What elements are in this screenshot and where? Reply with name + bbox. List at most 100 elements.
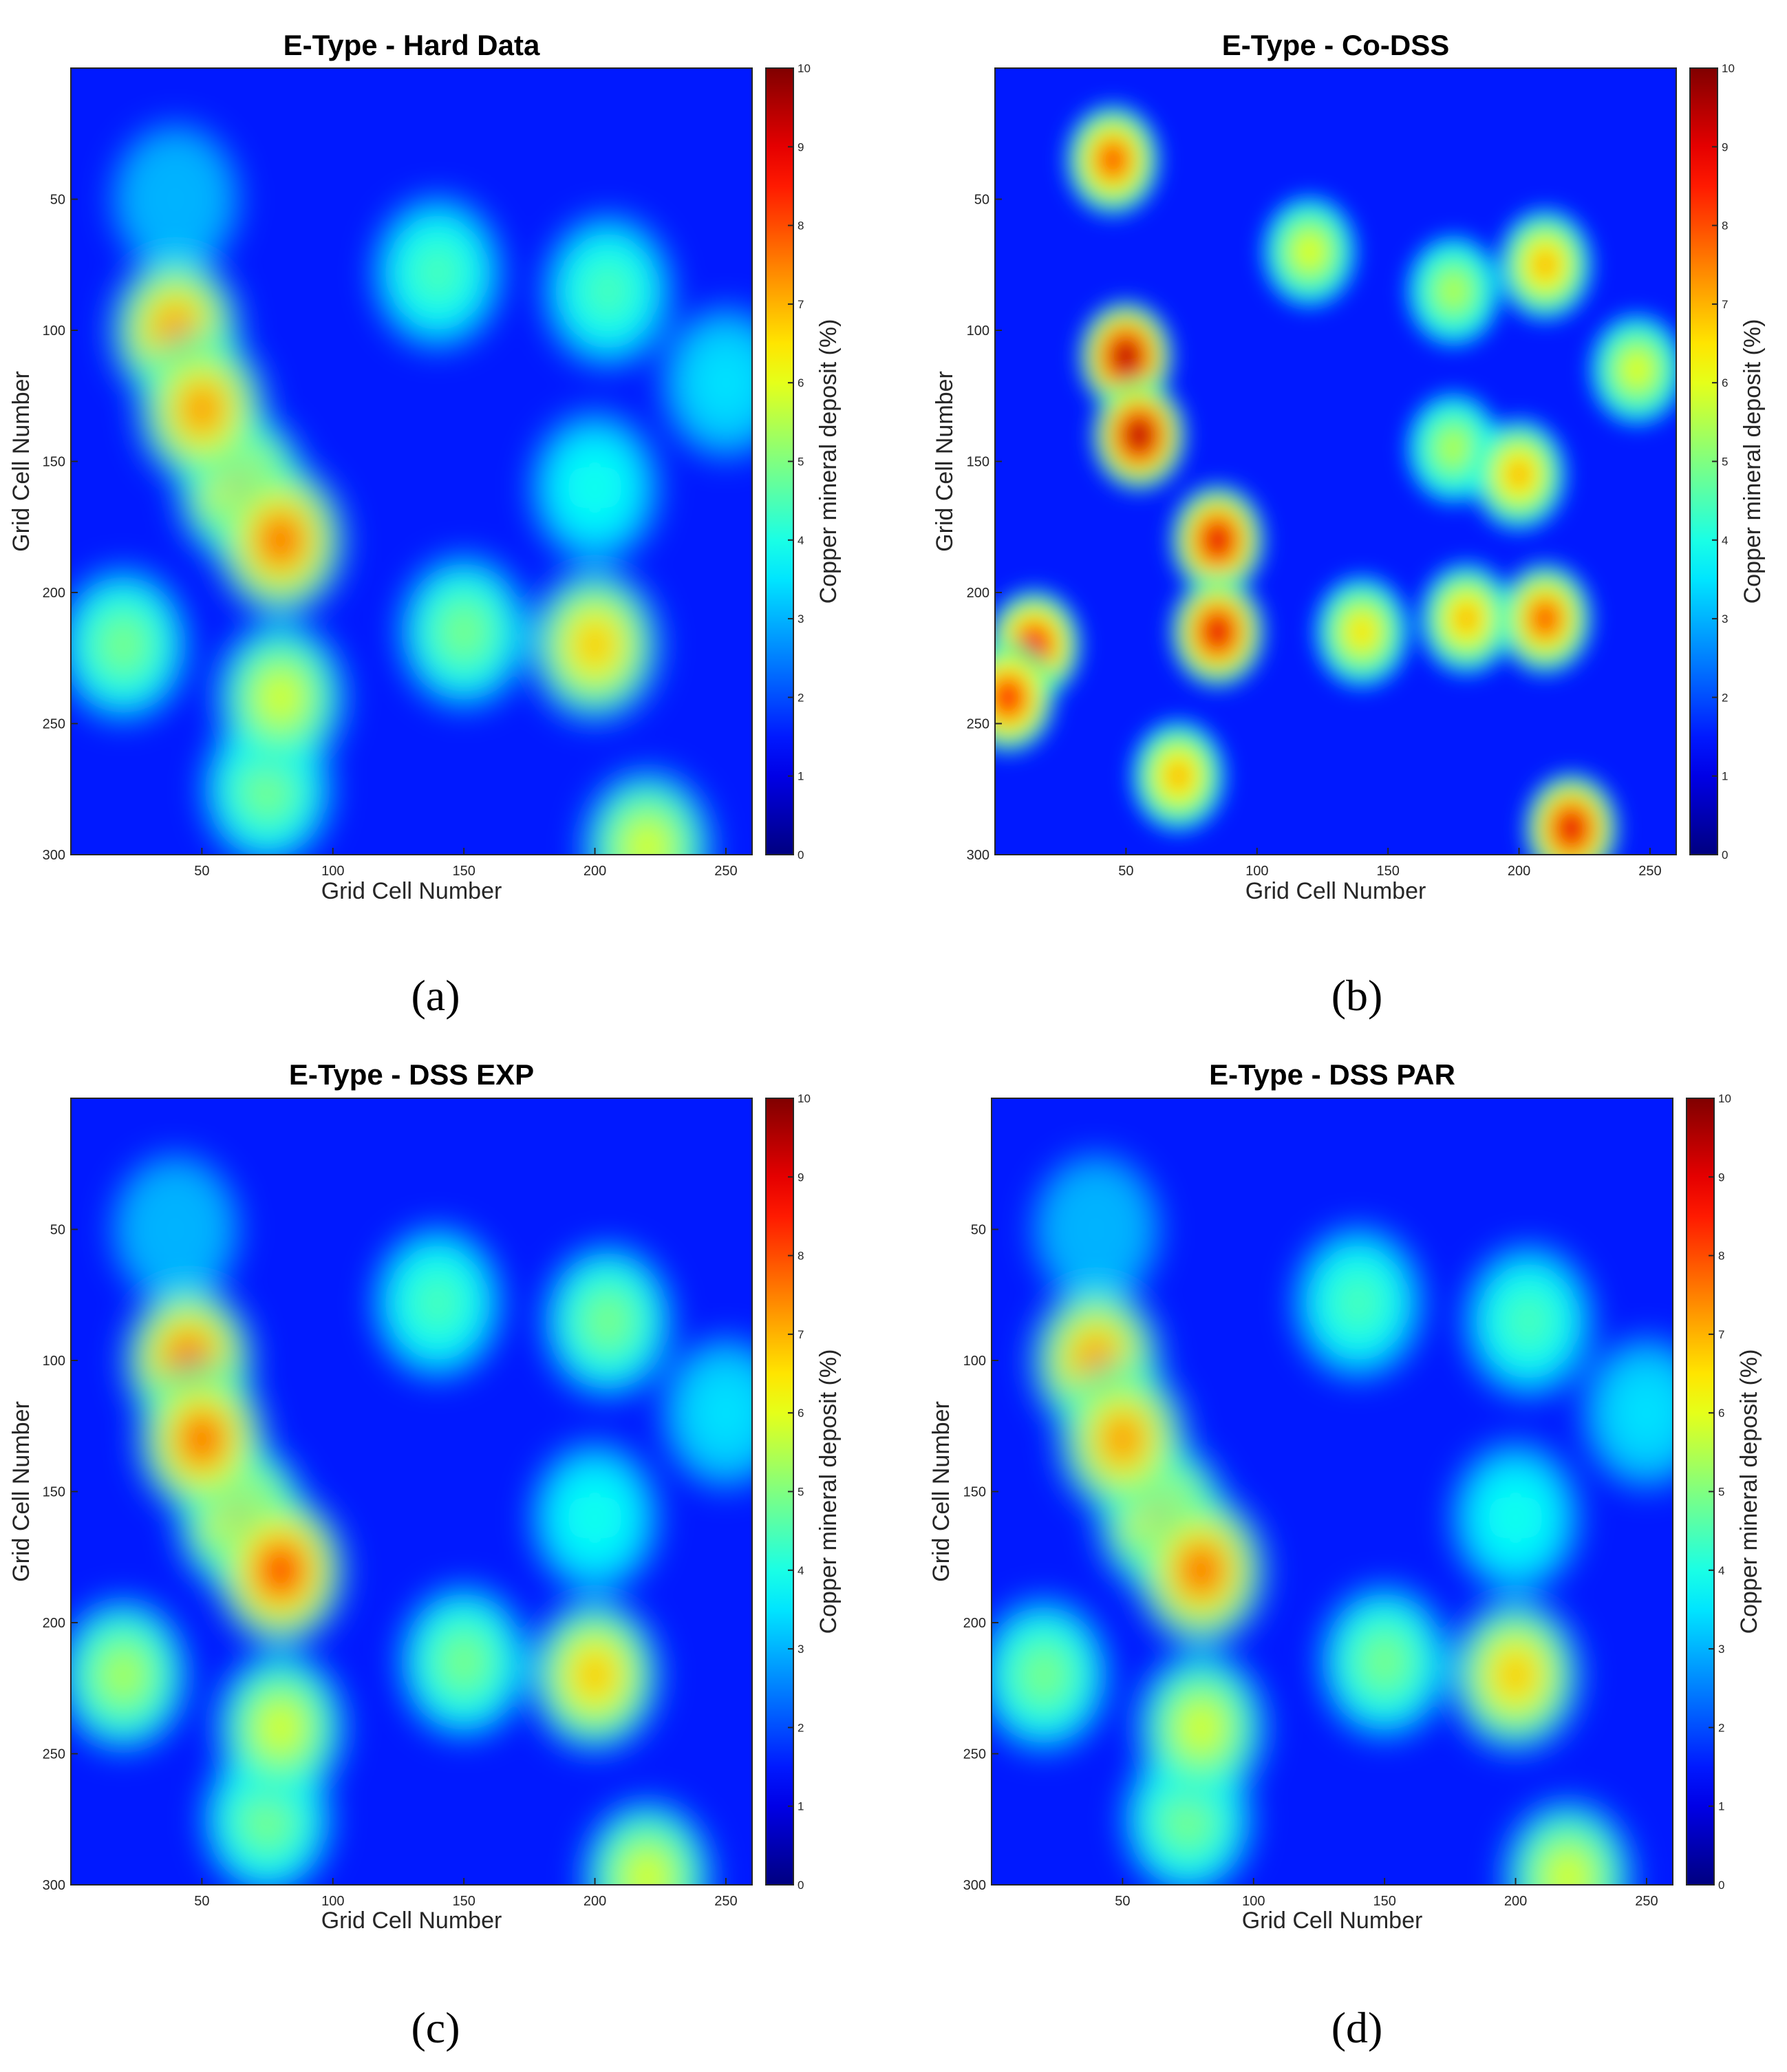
y-tick-label: 100 (967, 323, 989, 339)
hotspot (629, 1855, 666, 1885)
colorbar-tick-label: 4 (798, 534, 804, 547)
colorbar-label: Copper mineral deposit (%) (1736, 1349, 1762, 1634)
hotspot (1112, 341, 1139, 372)
colorbar-tick-label: 10 (1718, 1092, 1731, 1105)
hotspot (1170, 1797, 1207, 1841)
hotspot (1126, 419, 1153, 451)
hotspot (1440, 275, 1467, 307)
x-tick-label: 50 (1115, 1894, 1130, 1909)
colorbar-tick-label: 6 (1718, 1407, 1724, 1420)
x-tick-label: 100 (321, 864, 344, 879)
x-axis-label: Grid Cell Number (1245, 878, 1426, 904)
colorbar-tick-label: 3 (1722, 612, 1728, 626)
hotspot (157, 1208, 194, 1251)
caption-a: (a) (411, 971, 460, 1020)
x-tick-label: 250 (714, 1894, 737, 1909)
hotspot (1510, 1299, 1548, 1343)
hotspot (1506, 458, 1532, 491)
heatmap-a (71, 68, 752, 855)
y-tick-label: 300 (963, 1878, 986, 1893)
colorbar: 0 1 2 3 4 5 6 7 8 9 10 Copper mineral deposit (%) (765, 62, 842, 862)
hotspot (577, 466, 614, 509)
y-tick-label: 50 (50, 1223, 65, 1238)
colorbar-tick-label: 1 (798, 770, 804, 783)
hotspot (157, 178, 194, 221)
hotspot (262, 676, 299, 719)
hotspot (995, 681, 1022, 714)
x-tick-label: 100 (1242, 1894, 1265, 1909)
colorbar-tick-label: 2 (798, 1721, 804, 1734)
hotspot (1183, 1706, 1220, 1749)
y-tick-label: 200 (963, 1616, 986, 1631)
colorbar-tick-label: 7 (1722, 298, 1728, 311)
hotspot (1078, 1208, 1115, 1251)
heatmap-b (995, 68, 1676, 855)
colorbar-label: Copper mineral deposit (%) (1740, 319, 1766, 604)
hotspot (262, 518, 299, 562)
colorbar-tick-label: 9 (1722, 140, 1728, 153)
hotspot (1340, 1281, 1377, 1325)
hotspot (445, 610, 482, 654)
hotspot (1497, 1496, 1534, 1539)
hotspot (590, 1299, 627, 1343)
caption-d: (d) (1331, 2003, 1383, 2052)
chart-title: E-Type - DSS PAR (1209, 1058, 1455, 1091)
x-tick-label: 200 (1504, 1894, 1527, 1909)
colorbar-label: Copper mineral deposit (%) (815, 1349, 842, 1634)
y-tick-label: 150 (963, 1485, 986, 1500)
x-tick-label: 50 (194, 1894, 209, 1909)
colorbar-tick-label: 1 (798, 1800, 804, 1813)
colorbar: 0 1 2 3 4 5 6 7 8 9 10 Copper mineral deposit (%) (765, 1092, 842, 1892)
x-tick-label: 200 (584, 864, 606, 879)
colorbar-tick-label: 10 (1722, 62, 1735, 75)
colorbar-tick-label: 7 (798, 298, 804, 311)
colorbar-tick-label: 3 (798, 612, 804, 626)
colorbar-tick-label: 0 (1718, 1879, 1724, 1892)
y-axis-label: Grid Cell Number (928, 1401, 954, 1582)
colorbar-tick-label: 9 (1718, 1171, 1724, 1184)
hotspot (419, 251, 456, 295)
x-axis-label: Grid Cell Number (1242, 1908, 1423, 1934)
x-tick-label: 250 (714, 864, 737, 879)
hotspot (249, 767, 286, 811)
colorbar-tick-label: 6 (1722, 376, 1728, 389)
hotspot (249, 1797, 286, 1841)
colorbar-tick-label: 5 (1722, 456, 1728, 469)
colorbar-tick-label: 8 (798, 220, 804, 233)
x-tick-label: 200 (584, 1894, 606, 1909)
colorbar-tick-label: 0 (798, 1879, 804, 1892)
colorbar-tick-label: 10 (798, 62, 811, 75)
hotspot (183, 1418, 220, 1461)
colorbar-label: Copper mineral deposit (%) (815, 319, 842, 604)
x-tick-label: 150 (1376, 864, 1399, 879)
hotspot (1558, 813, 1585, 844)
x-tick-label: 50 (194, 864, 209, 879)
hotspot (1532, 248, 1559, 281)
hotspot (1099, 144, 1126, 176)
y-tick-label: 300 (43, 1878, 65, 1893)
y-axis-label: Grid Cell Number (932, 371, 958, 552)
heatmap-d (992, 1098, 1673, 1885)
hotspot (1550, 1855, 1587, 1885)
hotspot (1165, 760, 1192, 792)
y-tick-label: 100 (43, 1354, 65, 1369)
y-tick-label: 250 (967, 717, 989, 732)
y-tick-label: 200 (967, 586, 989, 601)
y-tick-label: 150 (43, 455, 65, 470)
colorbar-tick-label: 1 (1722, 770, 1728, 783)
y-tick-label: 300 (43, 848, 65, 863)
colorbar: 0 1 2 3 4 5 6 7 8 9 10 Copper mineral deposit (%) (1689, 62, 1766, 862)
hotspot (1104, 1418, 1141, 1461)
hotspot (1440, 432, 1467, 464)
hotspot (105, 623, 142, 667)
hotspot (1183, 1548, 1220, 1592)
hotspot (577, 1496, 614, 1539)
hotspot (262, 1706, 299, 1749)
x-axis-label: Grid Cell Number (321, 878, 502, 904)
x-tick-label: 50 (1118, 864, 1133, 879)
x-tick-label: 250 (1638, 864, 1661, 879)
caption-b: (b) (1331, 971, 1383, 1020)
hotspot (707, 1391, 745, 1435)
